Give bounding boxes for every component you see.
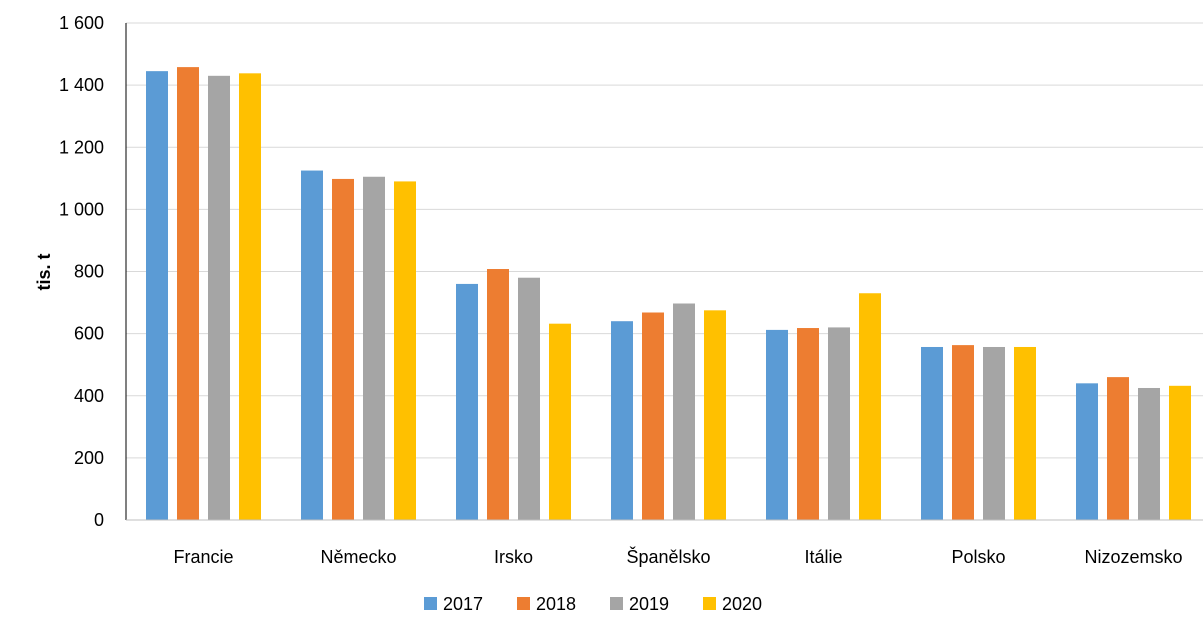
legend-item: 2019 [610,594,669,614]
legend-swatch [517,597,530,610]
x-tick-label: Itálie [804,547,842,567]
legend-label: 2020 [722,594,762,614]
y-tick-labels: 0 200 400 600 800 1 000 1 200 1 400 1 600 [59,13,104,530]
bar-2020-Francie [239,73,261,520]
x-category-labels: Francie Německo Irsko Španělsko Itálie Polsko… [173,546,1182,567]
y-tick-label: 400 [74,386,104,406]
legend-swatch [610,597,623,610]
x-tick-label: Polsko [951,547,1005,567]
y-tick-label: 600 [74,324,104,344]
y-tick-label: 1 000 [59,199,104,219]
bar-2018-Nizozemsko [1107,377,1129,520]
bar-2017-Německo [301,170,323,520]
bar-2020-Německo [394,181,416,520]
bar-2017-Polsko [921,346,943,520]
gridlines [126,22,1203,459]
bar-2017-Španělsko [611,321,633,520]
bar-2019-Nizozemsko [1138,387,1160,520]
y-axis-title: tis. t [34,253,54,290]
bar-2019-Španělsko [673,303,695,520]
bar-2020-Španělsko [704,310,726,520]
legend-item: 2020 [703,594,762,614]
y-tick-label: 0 [94,510,104,530]
bar-2017-Nizozemsko [1076,383,1098,520]
axes [125,23,1203,521]
legend: 2017 2018 2019 2020 [424,594,762,614]
legend-label: 2018 [536,594,576,614]
bar-2018-Polsko [952,345,974,520]
y-tick-label: 200 [74,448,104,468]
bar-2019-Itálie [828,327,850,520]
bar-2019-Irsko [518,277,540,520]
bar-2018-Španělsko [642,312,664,520]
bar-2020-Itálie [859,293,881,520]
bar-2018-Francie [177,67,199,520]
x-tick-label: Německo [320,547,396,567]
bar-2020-Polsko [1014,346,1036,520]
bar-2019-Francie [208,75,230,521]
bar-2017-Irsko [456,283,478,520]
bar-2020-Irsko [549,323,571,520]
x-tick-label: Nizozemsko [1084,547,1182,567]
bars [146,67,1191,521]
legend-item: 2018 [517,594,576,614]
bar-2020-Nizozemsko [1169,385,1191,520]
bar-2017-Itálie [766,329,788,520]
legend-swatch [703,597,716,610]
y-tick-label: 1 200 [59,137,104,157]
bar-2018-Irsko [487,269,509,520]
legend-label: 2019 [629,594,669,614]
x-tick-label: Irsko [494,547,533,567]
x-tick-label: Francie [173,547,233,567]
legend-swatch [424,597,437,610]
bar-2017-Francie [146,71,168,520]
bar-2019-Německo [363,176,385,520]
y-tick-label: 1 600 [59,13,104,33]
x-tick-label: Španělsko [626,546,710,567]
bar-2018-Německo [332,178,354,520]
legend-item: 2017 [424,594,483,614]
bar-2018-Itálie [797,328,819,520]
bar-2019-Polsko [983,346,1005,520]
legend-label: 2017 [443,594,483,614]
y-tick-label: 1 400 [59,75,104,95]
y-tick-label: 800 [74,262,104,282]
